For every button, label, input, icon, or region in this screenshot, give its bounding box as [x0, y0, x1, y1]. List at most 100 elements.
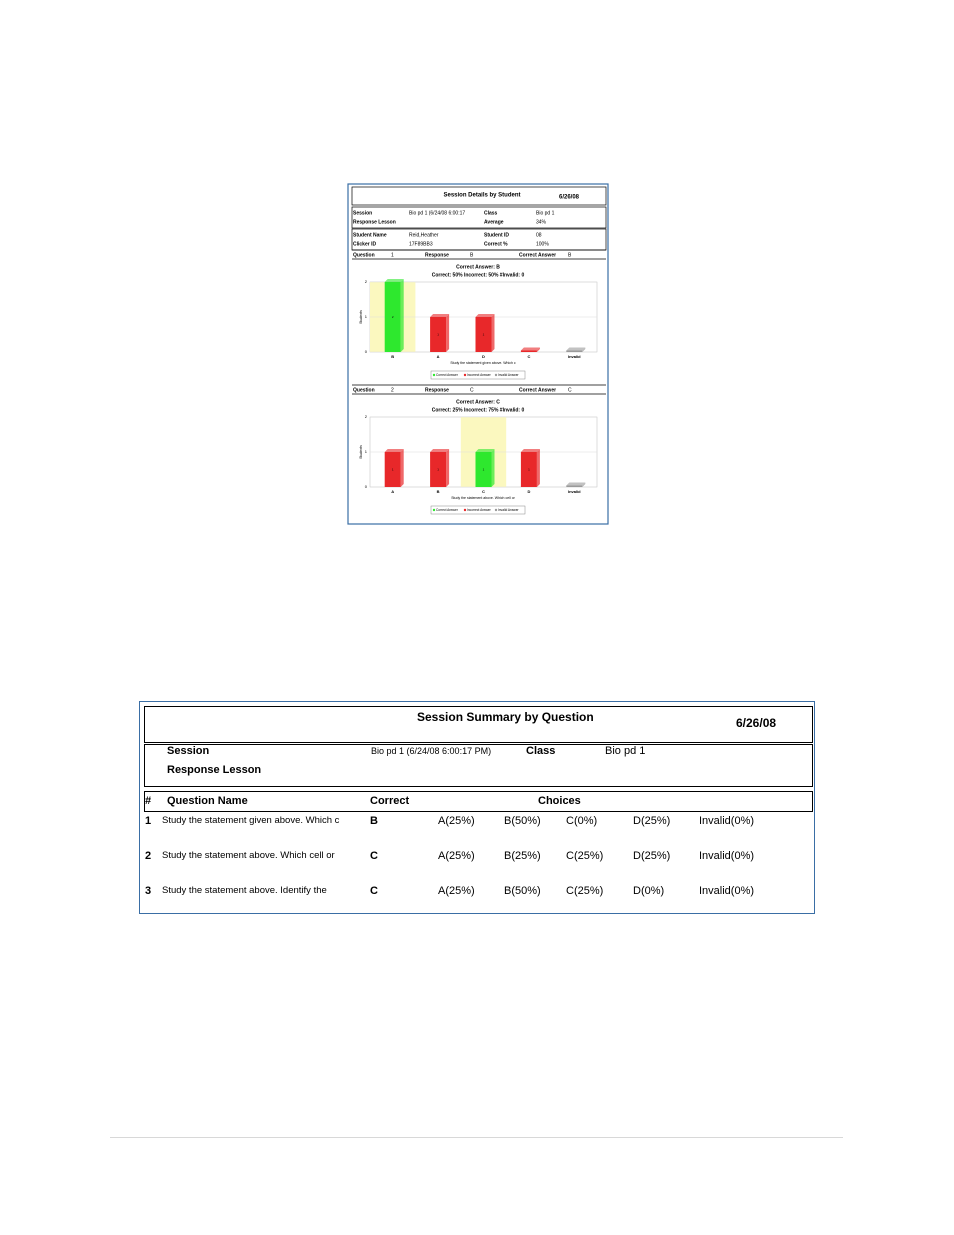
- bar: [566, 350, 583, 352]
- summary-report: [139, 701, 815, 914]
- bar: [520, 452, 537, 487]
- report-date: 6/26/08: [736, 716, 777, 730]
- value: 2: [391, 387, 394, 393]
- legend-label: Correct Answer: [436, 373, 459, 377]
- legend-swatch: [494, 373, 498, 377]
- value: Bio pd 1 (6/24/08 6:00:17 PM): [371, 746, 492, 756]
- x-tick-label: A: [391, 489, 394, 494]
- bar-value: 1: [528, 467, 530, 471]
- bar-side: [582, 482, 586, 487]
- question-name: Study the statement above. Which cell or: [162, 850, 335, 861]
- value: 34%: [536, 219, 547, 225]
- bar: [566, 485, 583, 487]
- bar: [430, 317, 447, 352]
- x-tick-label: B: [391, 354, 394, 359]
- report-date: 6/26/08: [559, 195, 580, 201]
- legend-swatch: [432, 373, 436, 377]
- x-tick-label: B: [437, 489, 440, 494]
- question-name: Study the statement given above. Which c: [162, 815, 340, 826]
- column-header: Question Name: [167, 795, 248, 807]
- label: Student ID: [484, 232, 509, 238]
- choice: C(0%): [566, 815, 598, 827]
- value: 1: [391, 252, 394, 258]
- choice: D(25%): [633, 815, 671, 827]
- bar-side: [400, 279, 404, 352]
- legend-label: Correct Answer: [436, 508, 459, 512]
- bar-top: [475, 449, 495, 452]
- bar-top: [566, 482, 586, 486]
- legend-label: Invalid Answer: [498, 508, 519, 512]
- y-tick-label: 1: [365, 449, 368, 454]
- bar-top: [384, 279, 404, 282]
- legend-swatch: [463, 508, 467, 512]
- info-box: [144, 744, 813, 787]
- y-axis-label: Students: [359, 445, 363, 459]
- bar-top: [520, 347, 540, 351]
- info-box: [351, 206, 607, 229]
- details-report: Session Details by Student 6/26/08 Sessi…: [347, 183, 609, 525]
- choice: B(50%): [504, 815, 541, 827]
- bar: [430, 452, 447, 487]
- bar-value: 1: [483, 467, 485, 471]
- cell: B: [370, 815, 378, 827]
- value: Bio pd 1 (6/24/08 6:00:17: [409, 210, 465, 216]
- label: Question: [353, 387, 375, 393]
- bar-side: [400, 449, 404, 487]
- chart-title: Correct Answer: C: [456, 399, 500, 405]
- y-axis-label: Students: [359, 310, 363, 324]
- legend-swatch: [463, 373, 467, 377]
- value: 08: [536, 232, 542, 238]
- cell: C: [370, 885, 378, 897]
- choice: B(25%): [504, 850, 541, 862]
- column-header: Correct: [370, 795, 410, 807]
- legend-label: Incorrect Answer: [467, 508, 492, 512]
- bar-value: 1: [437, 467, 439, 471]
- label: Correct Answer: [519, 387, 556, 393]
- bar-side: [536, 449, 540, 487]
- bar-value: 1: [483, 332, 485, 336]
- x-tick-label: D: [527, 489, 530, 494]
- chart-title: Correct Answer: B: [456, 264, 500, 270]
- y-tick-label: 2: [365, 414, 368, 419]
- bar-side: [446, 449, 450, 487]
- x-tick-label: Invalid: [568, 354, 581, 359]
- choice: C(25%): [566, 885, 604, 897]
- bar-side: [491, 314, 495, 352]
- choice: C(25%): [566, 850, 604, 862]
- value: 17F89BB3: [409, 241, 433, 247]
- choice: Invalid(0%): [699, 850, 755, 862]
- legend-label: Invalid Answer: [498, 373, 519, 377]
- chart-subtitle: Correct: 25% Incorrect: 75% #Invalid: 0: [432, 407, 525, 413]
- bar-value: 1: [437, 332, 439, 336]
- value: B: [568, 252, 572, 258]
- bar-top: [566, 347, 586, 351]
- label: Session: [353, 210, 372, 216]
- label: Response Lesson: [353, 219, 396, 225]
- choice: Invalid(0%): [699, 885, 755, 897]
- report-title: Session Summary by Question: [417, 710, 594, 724]
- label: Response: [425, 387, 449, 393]
- x-tick-label: C: [527, 354, 530, 359]
- label: Class: [484, 210, 498, 216]
- value: Bio pd 1: [536, 210, 555, 216]
- x-tick-label: C: [482, 489, 485, 494]
- bar-value: 2: [392, 315, 394, 319]
- x-axis-label: Study the statement above. Which cell or: [451, 496, 515, 500]
- bar-side: [446, 314, 450, 352]
- choice: B(50%): [504, 885, 541, 897]
- legend-box: [430, 370, 526, 380]
- bar-value: 1: [392, 467, 394, 471]
- bar: [475, 452, 492, 487]
- footer-rule: [110, 1137, 843, 1138]
- bar-top: [430, 449, 450, 452]
- label: Correct %: [484, 241, 508, 247]
- y-tick-label: 1: [365, 314, 368, 319]
- y-tick-label: 2: [365, 279, 368, 284]
- y-tick-label: 0: [365, 484, 368, 489]
- bar-side: [582, 347, 586, 352]
- label: Response: [425, 252, 449, 258]
- label: Question: [353, 252, 375, 258]
- header-box: [144, 706, 813, 743]
- choice: A(25%): [438, 815, 475, 827]
